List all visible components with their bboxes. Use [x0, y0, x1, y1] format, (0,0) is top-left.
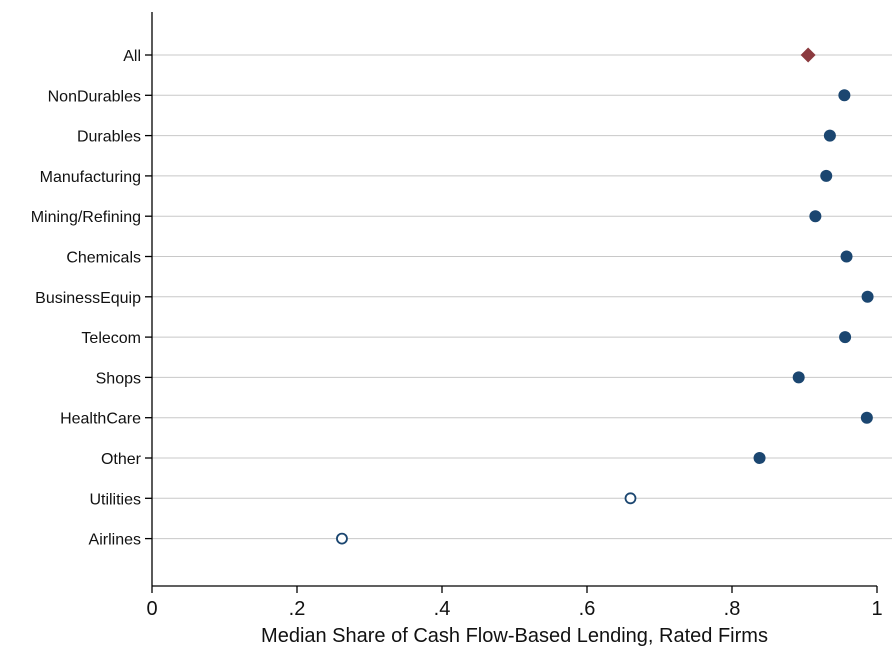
data-point — [841, 251, 853, 263]
x-tick-label: .4 — [434, 598, 451, 620]
data-point — [862, 291, 874, 303]
category-label: Shops — [96, 370, 141, 387]
y-axis — [145, 12, 152, 586]
x-tick-label: 0 — [146, 598, 157, 620]
gridlines — [152, 55, 892, 539]
category-label: NonDurables — [48, 88, 141, 105]
data-point — [861, 412, 873, 424]
category-label: Mining/Refining — [31, 209, 141, 226]
category-label: Manufacturing — [40, 169, 141, 186]
x-axis: 0 .2 .4 .6 .8 1 — [146, 586, 882, 620]
x-tick-label: .2 — [289, 598, 306, 620]
data-point — [838, 89, 850, 101]
category-label: Durables — [77, 129, 141, 146]
category-label: Other — [101, 451, 142, 468]
category-label: Utilities — [89, 491, 141, 508]
data-point — [820, 170, 832, 182]
category-label: Chemicals — [66, 250, 141, 267]
x-tick-label: .6 — [579, 598, 596, 620]
data-point-hollow — [337, 534, 347, 544]
data-point — [754, 452, 766, 464]
category-label: Airlines — [89, 532, 141, 549]
category-label: BusinessEquip — [35, 290, 141, 307]
category-label: Telecom — [81, 330, 141, 347]
data-points — [337, 48, 874, 544]
data-point — [793, 371, 805, 383]
data-point-diamond — [801, 48, 816, 63]
category-labels: All NonDurables Durables Manufacturing Minin… — [31, 48, 142, 549]
data-point — [839, 331, 851, 343]
x-tick-label: .8 — [724, 598, 741, 620]
x-tick-label: 1 — [871, 598, 882, 620]
data-point — [809, 210, 821, 222]
data-point — [824, 130, 836, 142]
category-label: HealthCare — [60, 411, 141, 428]
data-point-hollow — [626, 493, 636, 503]
category-label: All — [123, 48, 141, 65]
x-axis-title: Median Share of Cash Flow-Based Lending,… — [261, 625, 768, 647]
